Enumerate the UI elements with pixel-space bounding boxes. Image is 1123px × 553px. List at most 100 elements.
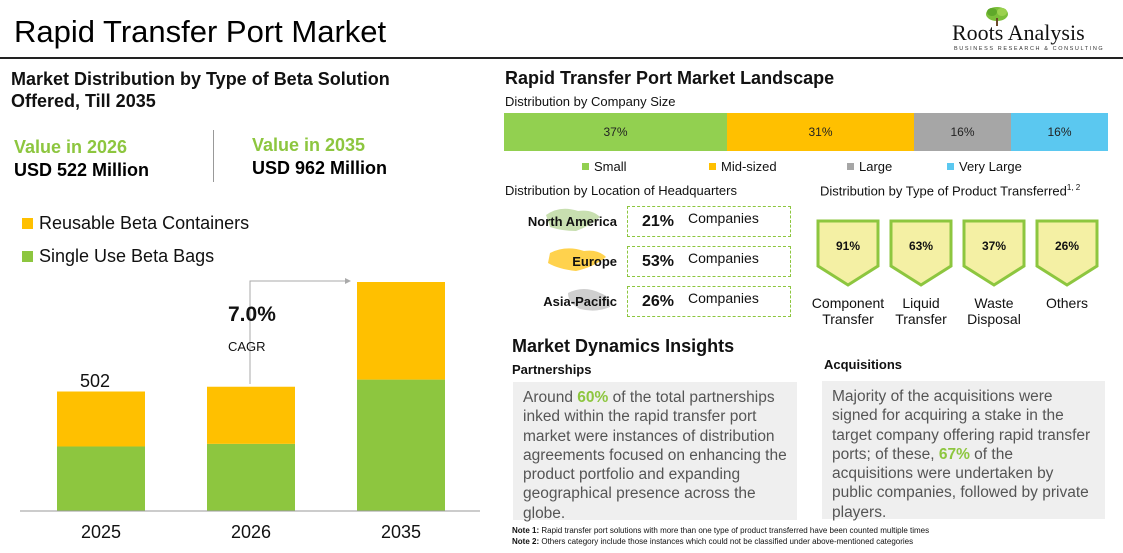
product-title: Distribution by Type of Product Transfer…: [820, 183, 1080, 198]
hq-value-box: 21% Companies: [627, 206, 791, 237]
product-shields: 91% Component Transfer 63% Liquid Transfer 37%…: [805, 218, 1115, 333]
cagr-value: 7.0%: [228, 303, 276, 326]
hq-percent: 26%: [642, 292, 675, 310]
product-label-line2: Transfer: [895, 311, 947, 327]
product-label-line2: Transfer: [822, 311, 874, 327]
size-segment-mid-sized: 31%: [727, 113, 914, 151]
company-size-legend: Small Mid-sized Large Very Large: [504, 159, 1108, 175]
world-map-icon: [546, 208, 611, 311]
product-percent: 63%: [909, 239, 933, 253]
product-label-line1: Others: [1045, 295, 1088, 311]
x-tick-label-2025: 2025: [81, 522, 121, 542]
note-1-label: Note 1:: [512, 526, 540, 535]
size-legend-swatch: [709, 163, 716, 170]
legend-swatch-single-use: [22, 251, 33, 262]
bar-2026-single-use: [207, 443, 295, 511]
size-legend-swatch: [947, 163, 954, 170]
product-label: Component Transfer: [803, 295, 893, 327]
value-2035-label: Value in 2035: [252, 135, 366, 155]
hq-companies-label: Companies: [688, 209, 759, 226]
value-divider: [213, 130, 214, 182]
left-section-title-line1: Market Distribution by Type of Beta Solu…: [11, 69, 390, 89]
note-1: Note 1: Rapid transfer port solutions wi…: [512, 526, 929, 535]
legend-item-reusable: Reusable Beta Containers: [22, 213, 249, 234]
acquisitions-panel: Majority of the acquisitions were signed…: [822, 381, 1105, 521]
product-label: Others: [1022, 295, 1112, 311]
size-legend-item-very-large: Very Large: [947, 159, 1022, 174]
hq-region-label: Asia-Pacific: [543, 294, 617, 309]
product-label-line2: Disposal: [967, 311, 1021, 327]
note-1-text: Rapid transfer port solutions with more …: [539, 526, 930, 535]
acquisitions-title: Acquisitions: [824, 357, 903, 372]
acquisitions-pre: Majority of the acquisitions were signed…: [832, 388, 1091, 463]
partnerships-pre: Around: [523, 389, 578, 406]
partnerships-title: Partnerships: [512, 362, 592, 377]
cagr-arrow: [249, 278, 351, 384]
note-2-label: Note 2:: [512, 537, 540, 546]
size-legend-swatch: [847, 163, 854, 170]
size-legend-item-large: Large: [847, 159, 892, 174]
hq-row-asia-pacific: Asia-Pacific 26% Companies: [497, 286, 791, 317]
hq-row-europe: Europe 53% Companies: [497, 246, 791, 277]
legend-label-single-use: Single Use Beta Bags: [39, 246, 215, 266]
size-legend-label: Small: [594, 159, 627, 174]
size-segment-large: 16%: [914, 113, 1011, 151]
hq-row-north-america: North America 21% Companies: [497, 206, 791, 237]
product-label-line1: Component: [811, 295, 885, 311]
partnerships-highlight: 60%: [577, 389, 609, 406]
hq-region-label: Europe: [572, 254, 617, 269]
bar-2025-single-use: [57, 446, 145, 511]
cagr-label: CAGR: [228, 339, 266, 354]
page-title: Rapid Transfer Port Market: [14, 14, 387, 49]
left-section-title-line2: Offered, Till 2035: [11, 91, 156, 111]
landscape-title: Rapid Transfer Port Market Landscape: [505, 68, 835, 88]
size-legend-item-small: Small: [582, 159, 627, 174]
acquisitions-highlight: 67%: [938, 445, 970, 463]
bar-2026-reusable: [207, 386, 295, 444]
value-2035: USD 962 Million: [252, 158, 388, 178]
first-bar-total: 502: [80, 371, 111, 391]
value-2026-label: Value in 2026: [14, 137, 128, 157]
title-divider: [0, 57, 1123, 59]
logo-brand: Roots Analysis: [952, 20, 1085, 45]
size-segment-small: 37%: [504, 113, 727, 151]
dynamics-title: Market Dynamics Insights: [512, 336, 735, 356]
note-2: Note 2: Others category include those in…: [512, 537, 913, 546]
product-label: Waste Disposal: [949, 295, 1039, 327]
hq-percent: 53%: [642, 252, 675, 270]
hq-companies-label: Companies: [688, 249, 759, 266]
x-tick-label-2035: 2035: [381, 522, 421, 542]
hq-percent: 21%: [642, 212, 675, 230]
logo-tagline: BUSINESS RESEARCH & CONSULTING: [954, 46, 1105, 52]
size-segment-very-large: 16%: [1011, 113, 1108, 151]
value-2026: USD 522 Million: [14, 160, 150, 180]
hq-companies-label: Companies: [688, 289, 759, 306]
legend-item-single-use: Single Use Beta Bags: [22, 246, 214, 267]
partnerships-post: of the total partnerships inked within t…: [523, 389, 787, 522]
roots-analysis-logo: Roots Analysis BUSINESS RESEARCH & CONSU…: [948, 6, 1113, 56]
bar-2035-reusable: [357, 282, 445, 380]
partnerships-panel: Around 60% of the total partnerships ink…: [513, 382, 797, 522]
product-percent: 37%: [982, 239, 1006, 253]
bar-chart-svg: 2025 2026 2035: [20, 282, 480, 542]
x-tick-label-2026: 2026: [231, 522, 271, 542]
company-size-title: Distribution by Company Size: [505, 94, 676, 109]
product-label-line1: Waste: [974, 295, 1014, 311]
product-percent: 26%: [1055, 239, 1079, 253]
size-legend-item-mid-sized: Mid-sized: [709, 159, 777, 174]
note-2-text: Others category include those instances …: [539, 537, 914, 546]
product-percent: 91%: [836, 239, 860, 253]
product-shield-icon: 37%: [962, 219, 1026, 287]
hq-title: Distribution by Location of Headquarters: [505, 183, 737, 198]
product-title-sup: 1, 2: [1066, 183, 1081, 192]
acquisitions-post: of the acquisitions were undertaken by p…: [832, 445, 1089, 521]
bar-2035-single-use: [357, 379, 445, 511]
product-shield-icon: 91%: [816, 219, 880, 287]
product-label: Liquid Transfer: [876, 295, 966, 327]
product-title-text: Distribution by Type of Product Transfer…: [820, 183, 1067, 199]
left-section-title: Market Distribution by Type of Beta Solu…: [11, 68, 390, 112]
stacked-bar-chart: 2025 2026 2035: [0, 270, 500, 553]
company-size-bar: 37% 31% 16% 16%: [504, 113, 1108, 151]
product-shield-icon: 63%: [889, 219, 953, 287]
tree-icon: [986, 7, 1008, 26]
